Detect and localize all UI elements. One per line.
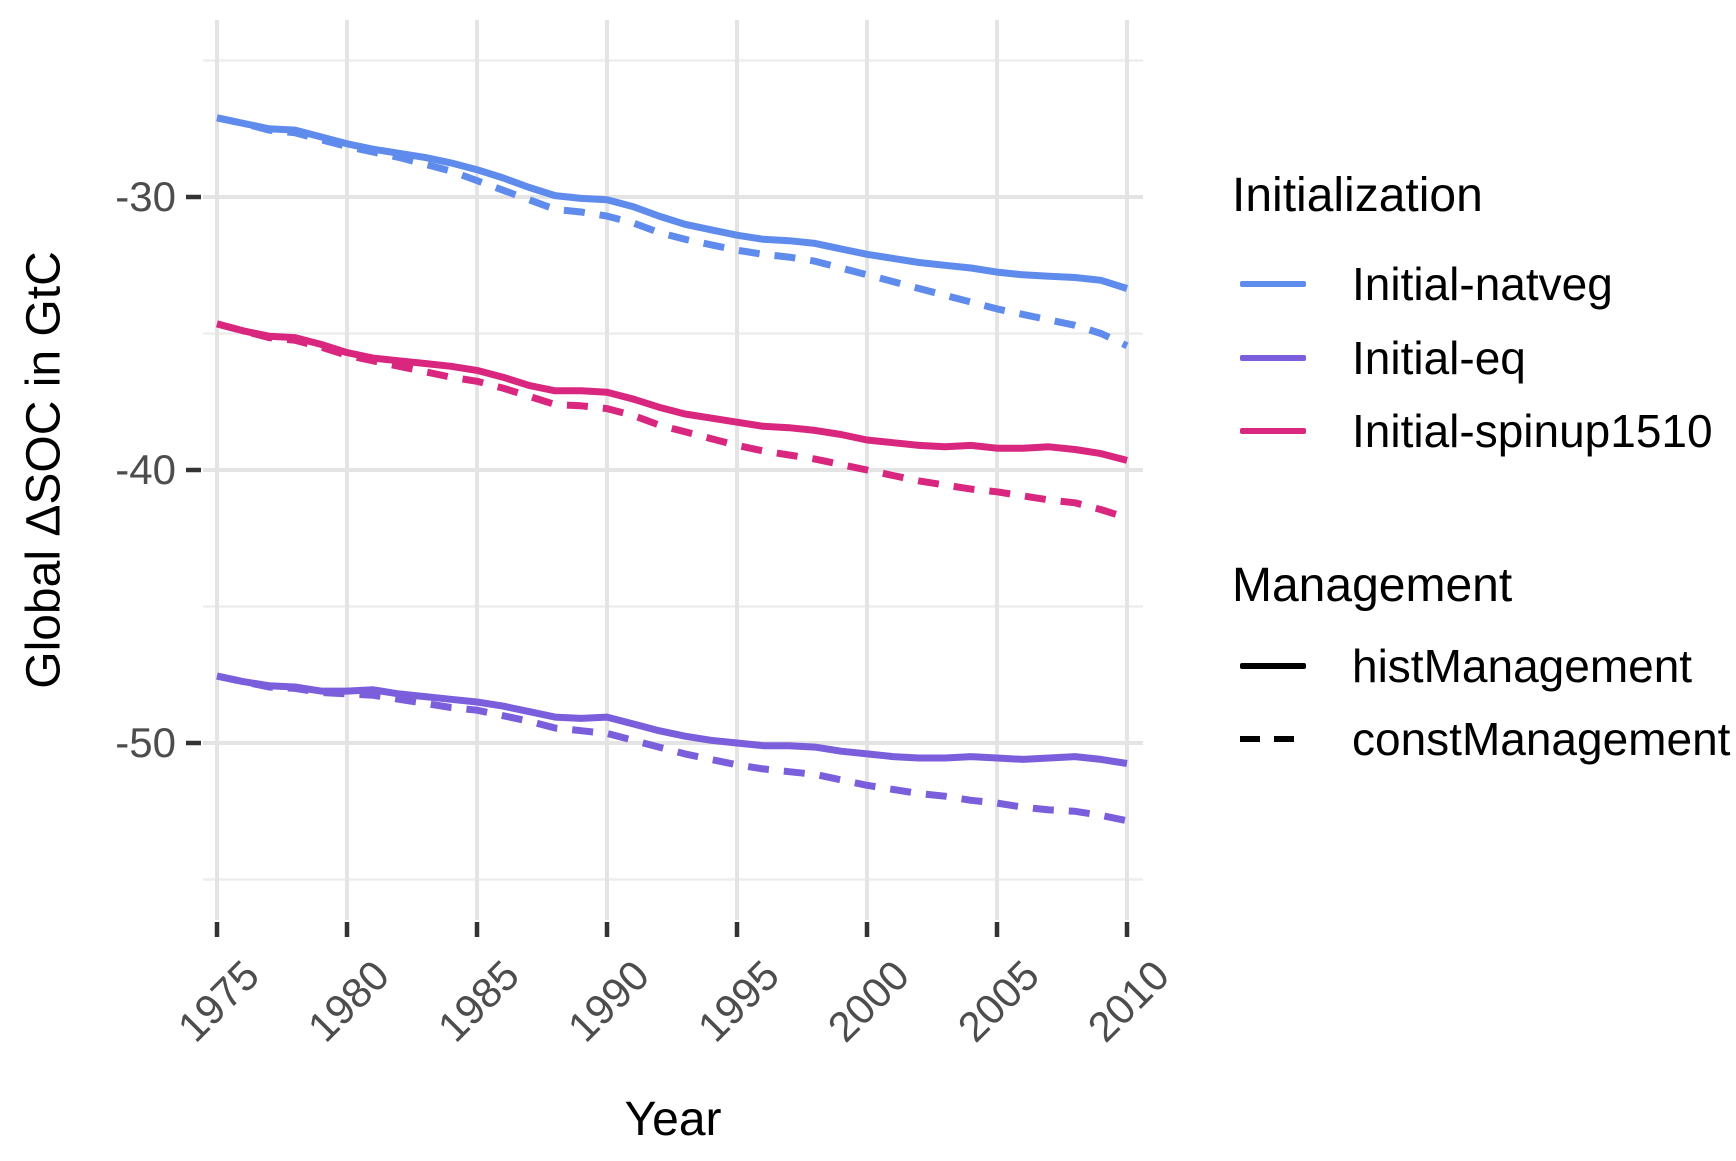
initial-eq-key-line xyxy=(1240,355,1306,361)
series-line-Initial-natveg-constManagement xyxy=(216,114,1129,349)
y-axis-title: Global ΔSOC in GtC xyxy=(17,251,71,689)
legend-item-label: Initial-eq xyxy=(1352,332,1526,384)
legend-item-initial-eq: Initial-eq xyxy=(1232,332,1526,384)
constmanagement-key-line xyxy=(1240,736,1306,742)
legend-title-initialization: Initialization xyxy=(1232,169,1483,222)
legend-item-histmanagement: histManagement xyxy=(1232,640,1692,692)
y-tick-label: -40 xyxy=(115,446,176,493)
y-tick-label: -50 xyxy=(115,719,176,766)
legend-item-label: Initial-spinup1510 xyxy=(1352,405,1713,457)
legend-item-initial-natveg: Initial-natveg xyxy=(1232,258,1613,310)
series-line-Initial-eq-histManagement xyxy=(216,672,1128,767)
legend-item-label: Initial-natveg xyxy=(1352,258,1613,310)
y-tick-label: -30 xyxy=(115,173,176,220)
legend-title-management: Management xyxy=(1232,559,1513,612)
histmanagement-key-line xyxy=(1240,663,1306,669)
initial-spinup1510-key-line xyxy=(1240,428,1306,434)
legend-item-constmanagement: constManagement xyxy=(1232,713,1730,765)
series-line-Initial-eq-constManagement xyxy=(216,672,1128,825)
legend-item-label: constManagement xyxy=(1352,713,1731,765)
x-axis-title: Year xyxy=(624,1093,722,1146)
legend-item-initial-spinup1510: Initial-spinup1510 xyxy=(1232,405,1713,457)
series-line-Initial-spinup1510-histManagement xyxy=(216,320,1128,464)
initial-natveg-key-line xyxy=(1240,281,1306,287)
legend-item-label: histManagement xyxy=(1352,640,1693,692)
series-line-Initial-natveg-histManagement xyxy=(216,114,1129,292)
